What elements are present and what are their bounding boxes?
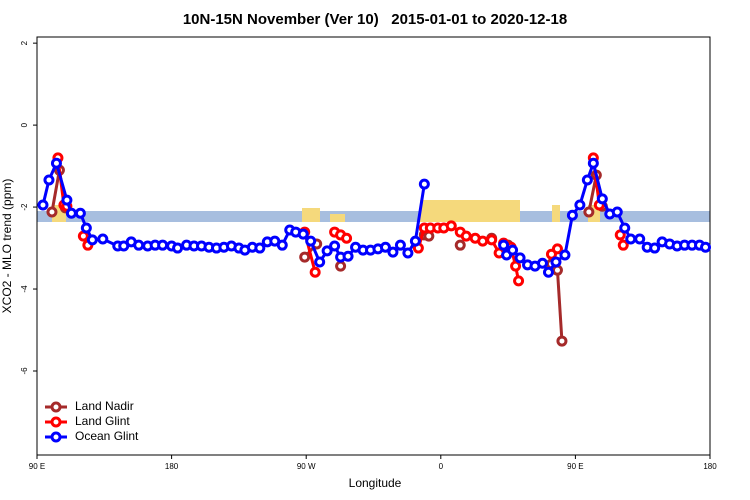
data-point bbox=[611, 206, 623, 218]
data-point bbox=[634, 233, 646, 245]
land-patch bbox=[330, 214, 345, 222]
data-point bbox=[581, 174, 593, 186]
data-point bbox=[551, 243, 563, 255]
legend-marker bbox=[50, 431, 62, 443]
data-point bbox=[574, 199, 586, 211]
data-point bbox=[80, 222, 92, 234]
y-tick-label: 0 bbox=[20, 122, 29, 127]
chart-title: 10N-15N November (Ver 10) 2015-01-01 to … bbox=[183, 11, 567, 28]
data-point bbox=[61, 194, 73, 206]
data-point bbox=[460, 230, 472, 242]
y-tick-label: -6 bbox=[20, 367, 29, 375]
data-point bbox=[514, 252, 526, 264]
land-patch bbox=[420, 200, 520, 222]
data-point bbox=[74, 207, 86, 219]
data-point bbox=[477, 235, 489, 247]
data-point bbox=[513, 275, 525, 287]
data-point bbox=[297, 228, 309, 240]
data-point bbox=[387, 246, 399, 258]
legend-label: Land Glint bbox=[75, 414, 130, 428]
legend-label: Land Nadir bbox=[75, 399, 134, 413]
data-point bbox=[86, 234, 98, 246]
data-point bbox=[454, 239, 466, 251]
data-point bbox=[619, 222, 631, 234]
data-point bbox=[157, 239, 169, 251]
data-point bbox=[379, 241, 391, 253]
data-point bbox=[43, 174, 55, 186]
data-point bbox=[418, 178, 430, 190]
x-tick-label: 180 bbox=[703, 462, 717, 471]
data-point bbox=[559, 249, 571, 261]
data-point bbox=[254, 242, 266, 254]
legend-marker bbox=[50, 401, 62, 413]
data-point bbox=[409, 235, 421, 247]
land-patch bbox=[302, 208, 320, 222]
data-point bbox=[423, 230, 435, 242]
data-point bbox=[46, 206, 58, 218]
legend-label: Ocean Glint bbox=[75, 429, 139, 443]
data-point bbox=[172, 242, 184, 254]
data-point bbox=[394, 239, 406, 251]
y-tick-label: 2 bbox=[20, 40, 29, 45]
data-point bbox=[299, 251, 311, 263]
data-point bbox=[700, 241, 712, 253]
data-point bbox=[507, 244, 519, 256]
data-point bbox=[550, 256, 562, 268]
data-point bbox=[65, 207, 77, 219]
data-point bbox=[335, 260, 347, 272]
y-tick-label: -4 bbox=[20, 285, 29, 293]
data-point bbox=[445, 220, 457, 232]
data-point bbox=[341, 232, 353, 244]
x-tick-label: 90 E bbox=[567, 462, 583, 471]
legend-marker bbox=[50, 416, 62, 428]
x-axis-label: Longitude bbox=[349, 476, 402, 490]
data-point bbox=[556, 335, 568, 347]
data-point bbox=[596, 193, 608, 205]
y-axis-label: XCO2 - MLO trend (ppm) bbox=[0, 179, 14, 314]
data-point bbox=[542, 266, 554, 278]
data-point bbox=[342, 250, 354, 262]
data-point bbox=[649, 242, 661, 254]
data-point bbox=[321, 245, 333, 257]
land-patch bbox=[552, 205, 560, 222]
data-point bbox=[329, 240, 341, 252]
data-point bbox=[510, 260, 522, 272]
data-point bbox=[305, 235, 317, 247]
x-tick-label: 90 W bbox=[297, 462, 316, 471]
data-point bbox=[486, 234, 498, 246]
data-point bbox=[133, 239, 145, 251]
data-point bbox=[309, 266, 321, 278]
data-point bbox=[97, 233, 109, 245]
data-point bbox=[625, 233, 637, 245]
data-point bbox=[402, 247, 414, 259]
data-point bbox=[551, 264, 563, 276]
data-point bbox=[314, 256, 326, 268]
data-point bbox=[37, 199, 49, 211]
data-point bbox=[498, 239, 510, 251]
y-tick-label: -2 bbox=[20, 203, 29, 211]
x-tick-label: 0 bbox=[439, 462, 444, 471]
x-tick-label: 180 bbox=[165, 462, 179, 471]
data-point bbox=[536, 257, 548, 269]
data-point bbox=[587, 157, 599, 169]
data-point bbox=[617, 239, 629, 251]
data-point bbox=[276, 239, 288, 251]
sea-band bbox=[37, 211, 710, 222]
data-point bbox=[566, 209, 578, 221]
data-point bbox=[583, 206, 595, 218]
x-tick-label: 90 E bbox=[29, 462, 45, 471]
data-point bbox=[50, 157, 62, 169]
